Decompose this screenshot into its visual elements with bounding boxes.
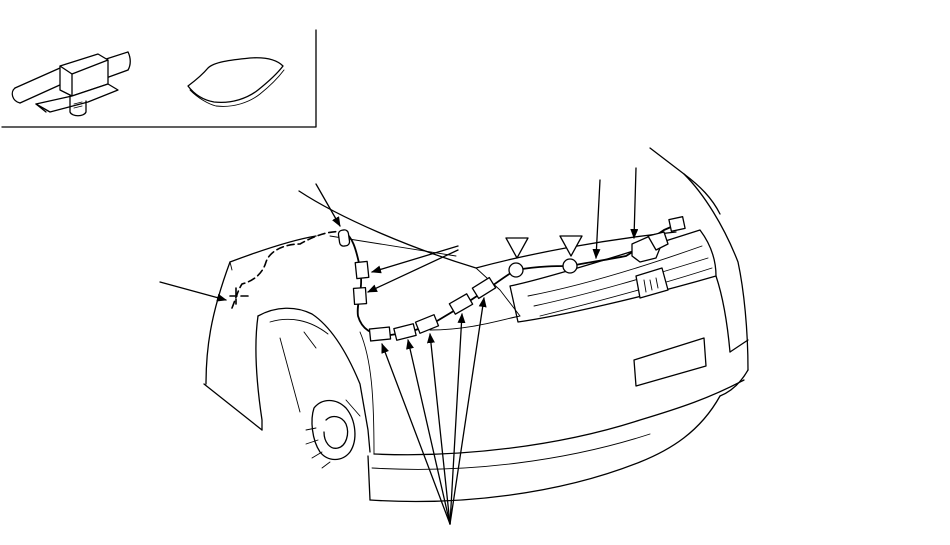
- clip-marker: [448, 293, 474, 315]
- clip-marker: [471, 276, 497, 300]
- harness-clips: [337, 229, 497, 342]
- clip-marker: [337, 229, 351, 247]
- callout-leader-lines: [159, 167, 639, 525]
- clip-marker: [352, 286, 368, 306]
- clip-marker: [354, 260, 370, 280]
- harness-clip-icon: [11, 51, 131, 117]
- clip-marker: [393, 323, 417, 341]
- triangle-marker-icon: [559, 235, 583, 257]
- connector-icon: [631, 216, 686, 263]
- vehicle-front-illustration: [203, 147, 749, 503]
- circle-marker-icon: [508, 262, 524, 278]
- hidden-harness-section: [231, 230, 345, 309]
- wire-harness-route: [229, 216, 686, 342]
- cushion-tape-icon: [187, 57, 285, 107]
- circle-marker-icon: [562, 258, 578, 274]
- clip-marker: [414, 314, 440, 334]
- triangle-marker-icon: [505, 237, 529, 259]
- inset-legend-box: [1, 29, 317, 128]
- clip-marker: [368, 326, 392, 342]
- wheel-hub-icon: [305, 399, 361, 469]
